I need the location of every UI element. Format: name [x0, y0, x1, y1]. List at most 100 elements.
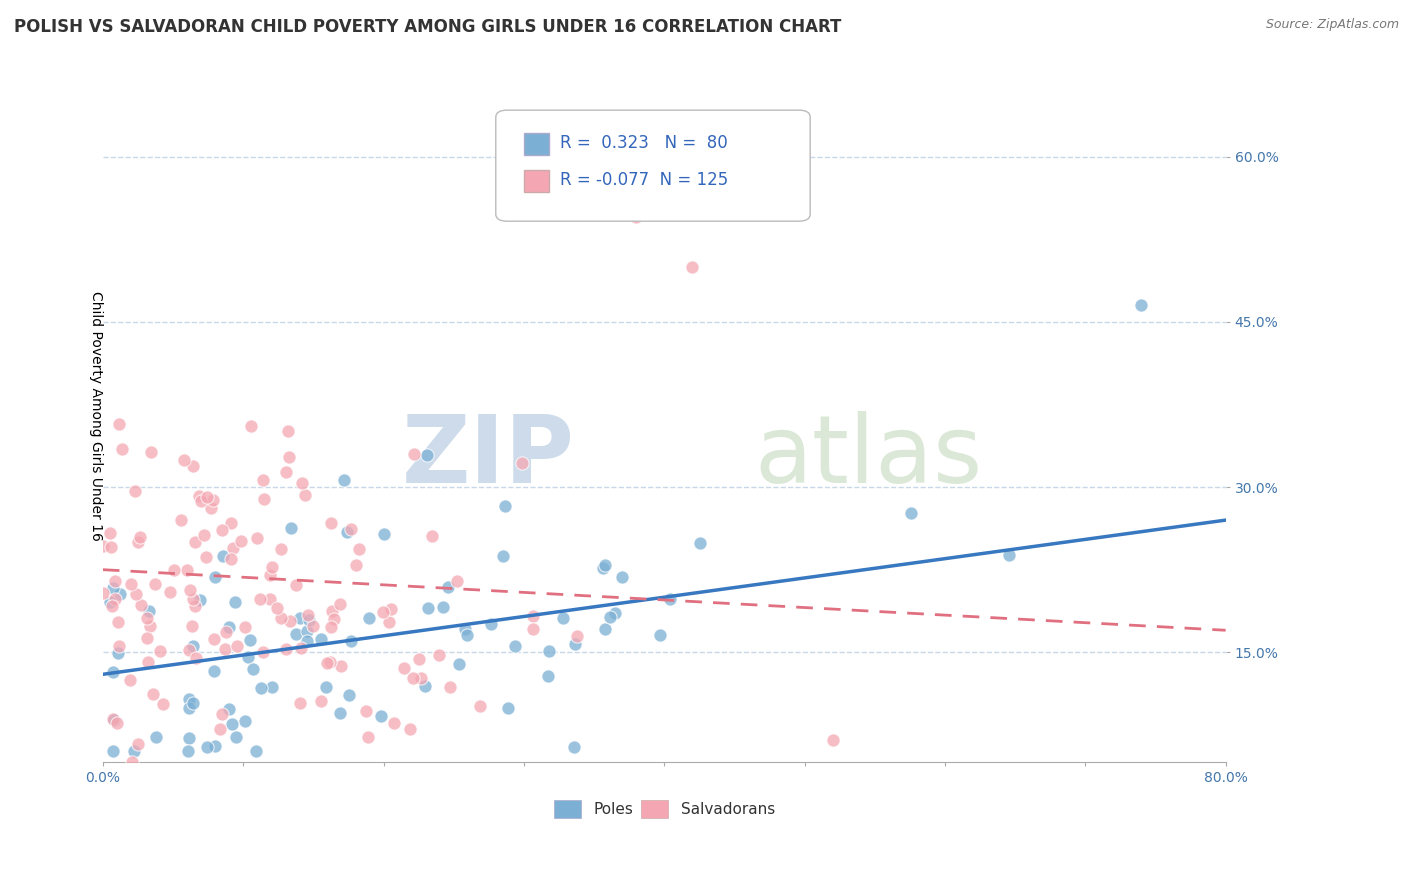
Point [522, 608, 544, 623]
Point [599, 610, 621, 624]
Point [143, 577, 166, 591]
Point [125, 587, 148, 601]
Point [204, 570, 226, 584]
Point [233, 619, 256, 633]
Point [101, 665, 124, 680]
Point [330, 659, 353, 673]
Point [373, 527, 395, 541]
Y-axis label: Child Poverty Among Girls Under 16: Child Poverty Among Girls Under 16 [89, 291, 103, 541]
Text: atlas: atlas [754, 411, 983, 503]
Point [159, 584, 181, 599]
Point [446, 574, 468, 589]
Point [173, 453, 195, 467]
Point [101, 744, 124, 758]
Point [211, 523, 233, 537]
Point [394, 661, 416, 675]
Point [413, 680, 436, 694]
Point [218, 702, 240, 716]
Point [270, 541, 292, 556]
Point [202, 664, 225, 678]
Point [821, 733, 844, 747]
Point [278, 450, 301, 465]
Point [101, 599, 124, 614]
Point [316, 656, 339, 670]
Point [135, 631, 157, 645]
Point [181, 696, 204, 710]
Point [91, 586, 114, 600]
FancyBboxPatch shape [524, 169, 548, 192]
Point [648, 628, 671, 642]
Point [340, 634, 363, 648]
Point [176, 563, 198, 577]
Point [252, 473, 274, 487]
Point [231, 534, 253, 549]
Point [537, 644, 560, 658]
Point [252, 645, 274, 659]
Point [224, 595, 246, 609]
Point [468, 698, 491, 713]
Point [456, 628, 478, 642]
FancyBboxPatch shape [496, 110, 810, 221]
Point [260, 681, 283, 695]
Text: Source: ZipAtlas.com: Source: ZipAtlas.com [1265, 18, 1399, 31]
Point [562, 739, 585, 754]
Point [108, 639, 131, 653]
Point [226, 639, 249, 653]
Point [101, 712, 124, 726]
Point [288, 611, 311, 625]
Text: ZIP: ZIP [402, 411, 575, 503]
Point [479, 616, 502, 631]
Point [159, 766, 181, 780]
Point [177, 744, 200, 758]
Point [100, 525, 122, 540]
Point [177, 731, 200, 745]
Point [354, 705, 377, 719]
Point [259, 592, 281, 607]
Point [437, 580, 460, 594]
Point [373, 605, 395, 619]
Text: R =  0.323   N =  80: R = 0.323 N = 80 [560, 135, 727, 153]
Point [357, 730, 380, 744]
Point [177, 643, 200, 657]
Point [329, 597, 352, 611]
Point [321, 604, 343, 618]
Point [246, 531, 269, 545]
Point [179, 583, 201, 598]
Point [340, 522, 363, 536]
Point [187, 490, 209, 504]
Point [998, 548, 1021, 562]
Point [197, 739, 219, 754]
Point [262, 560, 284, 574]
Point [181, 591, 204, 606]
Point [214, 642, 236, 657]
Point [295, 634, 318, 648]
Point [416, 448, 439, 462]
Point [416, 601, 439, 615]
Point [319, 655, 342, 669]
Point [689, 536, 711, 550]
Point [380, 602, 402, 616]
Point [249, 592, 271, 607]
Point [278, 615, 301, 629]
Point [214, 624, 236, 639]
Point [408, 652, 430, 666]
Point [139, 619, 162, 633]
Point [120, 577, 142, 591]
Point [195, 491, 218, 505]
Point [100, 540, 122, 554]
Point [658, 592, 681, 607]
Point [510, 456, 533, 470]
Point [382, 716, 405, 731]
Point [447, 657, 470, 671]
Point [184, 535, 207, 549]
Point [180, 618, 202, 632]
Point [551, 611, 574, 625]
Point [183, 639, 205, 653]
Point [603, 606, 626, 620]
Point [110, 587, 132, 601]
Point [432, 599, 454, 614]
Point [250, 681, 273, 695]
Point [163, 563, 186, 577]
Point [336, 524, 359, 539]
Point [124, 483, 146, 498]
